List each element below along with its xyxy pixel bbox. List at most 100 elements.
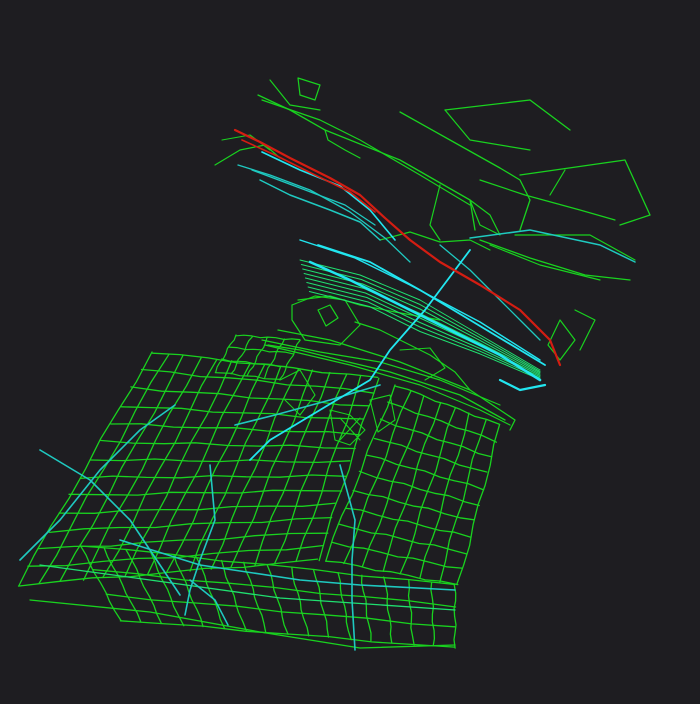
- east-yard-loop: [547, 319, 576, 361]
- grid-west-col: [166, 364, 266, 573]
- harbour-top: [444, 99, 571, 131]
- campus-block-2: [369, 394, 396, 433]
- grid-east-row: [358, 470, 480, 507]
- grid-nw-block-col: [246, 336, 268, 377]
- grid-nw-block-col: [230, 335, 254, 375]
- yard-teal-c: [237, 164, 411, 263]
- major-road-layer: [249, 151, 547, 461]
- yard-siding: [306, 282, 541, 378]
- grid-east-row: [352, 489, 475, 521]
- secondary-street-layer: [299, 259, 541, 380]
- grid-nw-block-row: [235, 334, 301, 341]
- grid-south-col: [150, 552, 185, 627]
- grid-west-col: [18, 351, 153, 587]
- railway-main: [233, 128, 562, 367]
- campus-diag-2: [339, 417, 361, 441]
- grid-south-col: [430, 581, 436, 647]
- grid-east-col: [325, 384, 396, 562]
- park-north-road: [267, 344, 506, 421]
- grid-east-col: [456, 424, 501, 586]
- grid-south-row: [119, 620, 456, 648]
- north-road-b: [261, 99, 471, 206]
- south-arc-2: [39, 564, 456, 611]
- grid-west-row: [89, 458, 351, 464]
- grid-south-col: [173, 554, 204, 628]
- north-spur-2: [324, 129, 361, 159]
- grid-west-col: [274, 374, 348, 565]
- yard-siding: [308, 291, 541, 380]
- grid-nw-block-row: [221, 358, 288, 368]
- grid-east-row: [345, 507, 472, 538]
- grid-south-col: [195, 556, 226, 630]
- grid-east-row: [366, 454, 485, 491]
- teal-diag-east: [439, 244, 541, 341]
- park-north-road-2: [261, 339, 501, 406]
- harbour-pier: [444, 109, 531, 151]
- grid-west-col: [210, 368, 300, 570]
- campus-path: [354, 321, 471, 391]
- yard-south-edge: [277, 329, 516, 431]
- grid-south-col: [243, 561, 267, 633]
- grid-south-row: [92, 569, 457, 608]
- major-yard-road: [308, 260, 542, 382]
- grid-south-row: [105, 593, 456, 628]
- grid-west-row: [140, 368, 375, 394]
- harbour-quay: [479, 179, 616, 221]
- harbour-quay-2: [514, 234, 636, 261]
- harbour-div: [549, 169, 566, 196]
- station-road: [379, 231, 491, 251]
- major-cross-diag: [249, 249, 471, 461]
- grid-nw-block-row: [214, 372, 281, 380]
- grid-nw-block-row: [228, 346, 295, 355]
- arterial-street-layer: [19, 164, 636, 651]
- grid-east-row: [337, 523, 468, 555]
- grid-west-col: [146, 363, 251, 576]
- yard-siding: [299, 259, 541, 371]
- grid-west-col: [189, 365, 282, 572]
- east-yard-spur: [574, 309, 596, 351]
- yard-teal-a: [259, 179, 381, 241]
- grid-west-row: [99, 439, 356, 450]
- grid-south-col: [125, 548, 162, 624]
- arterial-west-diag: [39, 449, 181, 596]
- arterial-south-ring: [119, 539, 456, 591]
- grid-south-col: [103, 547, 142, 623]
- grid-south-col: [266, 564, 289, 635]
- grid-west-col: [295, 374, 362, 563]
- major-yard-road-2: [317, 244, 546, 366]
- major-north-connector: [261, 151, 396, 241]
- grid-east-row: [324, 560, 459, 586]
- minor-street-layer: [17, 77, 651, 649]
- yard-south-edge-2: [264, 344, 511, 426]
- grid-south-col: [453, 583, 457, 649]
- yard-siding: [303, 273, 541, 375]
- north-block: [297, 77, 321, 101]
- major-yard-road-3: [299, 239, 541, 361]
- grid-west-row: [58, 502, 337, 514]
- grid-west-row: [48, 516, 333, 534]
- harbour-block: [519, 159, 651, 226]
- grid-south-row: [79, 545, 456, 586]
- harbour-road: [399, 111, 531, 231]
- grid-west-col: [82, 357, 202, 581]
- arterial-south: [339, 464, 356, 651]
- grid-west-col: [254, 371, 331, 567]
- grid-west-row: [110, 423, 361, 436]
- grid-south-col: [407, 579, 415, 646]
- grid-west-col: [38, 353, 170, 584]
- grid-nw-block-col: [278, 339, 301, 381]
- harbour-quay-3: [479, 239, 631, 281]
- grid-west-row: [68, 489, 343, 496]
- grid-nw-block-col: [263, 338, 286, 379]
- major-east-stub: [498, 378, 547, 392]
- south-arc: [29, 599, 456, 649]
- grid-east-row: [373, 437, 488, 473]
- railway-layer: [233, 128, 562, 367]
- grid-west-row: [79, 474, 347, 480]
- yard-siding: [307, 286, 541, 379]
- grid-east-row: [387, 401, 498, 443]
- yard-north-edge: [297, 295, 441, 321]
